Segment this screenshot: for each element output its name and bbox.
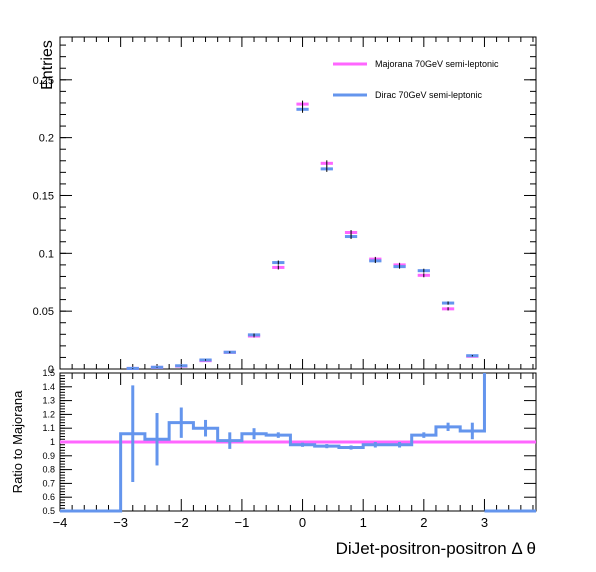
x-tick-label: −2 [174,515,189,530]
ratio-y-tick-label: 1 [50,437,55,447]
ratio-y-tick-label: 0.9 [42,451,55,461]
main-y-axis-label: Entries [39,40,56,90]
ratio-y-tick-label: 0.8 [42,465,55,475]
ratio-y-tick-label: 1.4 [42,382,55,392]
ratio-y-tick-label: 1.2 [42,409,55,419]
x-tick-label: 2 [420,515,427,530]
x-axis-label: DiJet-positron-positron Δ θ [336,539,536,558]
legend: Majorana 70GeV semi-leptonic Dirac 70GeV… [333,59,499,100]
ratio-plot-layer: 0.50.60.70.80.911.11.21.31.41.5−4 −3 −2 −1 0… [42,368,536,530]
ratio-y-tick-label: 1.3 [42,396,55,406]
ratio-y-axis-label: Ratio to Majorana [10,390,25,493]
legend-label-majorana: Majorana 70GeV semi-leptonic [375,59,499,69]
main-plot-frame [60,37,536,369]
main-y-tick-label: 0.2 [39,133,54,145]
legend-label-dirac: Dirac 70GeV semi-leptonic [375,90,483,100]
x-tick-label: 3 [481,515,488,530]
ratio-y-tick-label: 0.6 [42,492,55,502]
x-tick-label: −4 [53,515,68,530]
main-y-tick-label: 0.1 [39,248,54,260]
main-plot-layer: 00.050.10.150.20.25 [33,37,536,376]
x-tick-label: 1 [360,515,367,530]
ratio-y-tick-label: 1.5 [42,368,55,378]
main-y-tick-label: 0.15 [33,190,54,202]
main-y-tick-label: 0.05 [33,306,54,318]
ratio-y-tick-label: 1.1 [42,423,55,433]
x-tick-label: −3 [113,515,128,530]
x-tick-label: 0 [299,515,306,530]
ratio-y-tick-label: 0.7 [42,478,55,488]
x-tick-label: −1 [234,515,249,530]
